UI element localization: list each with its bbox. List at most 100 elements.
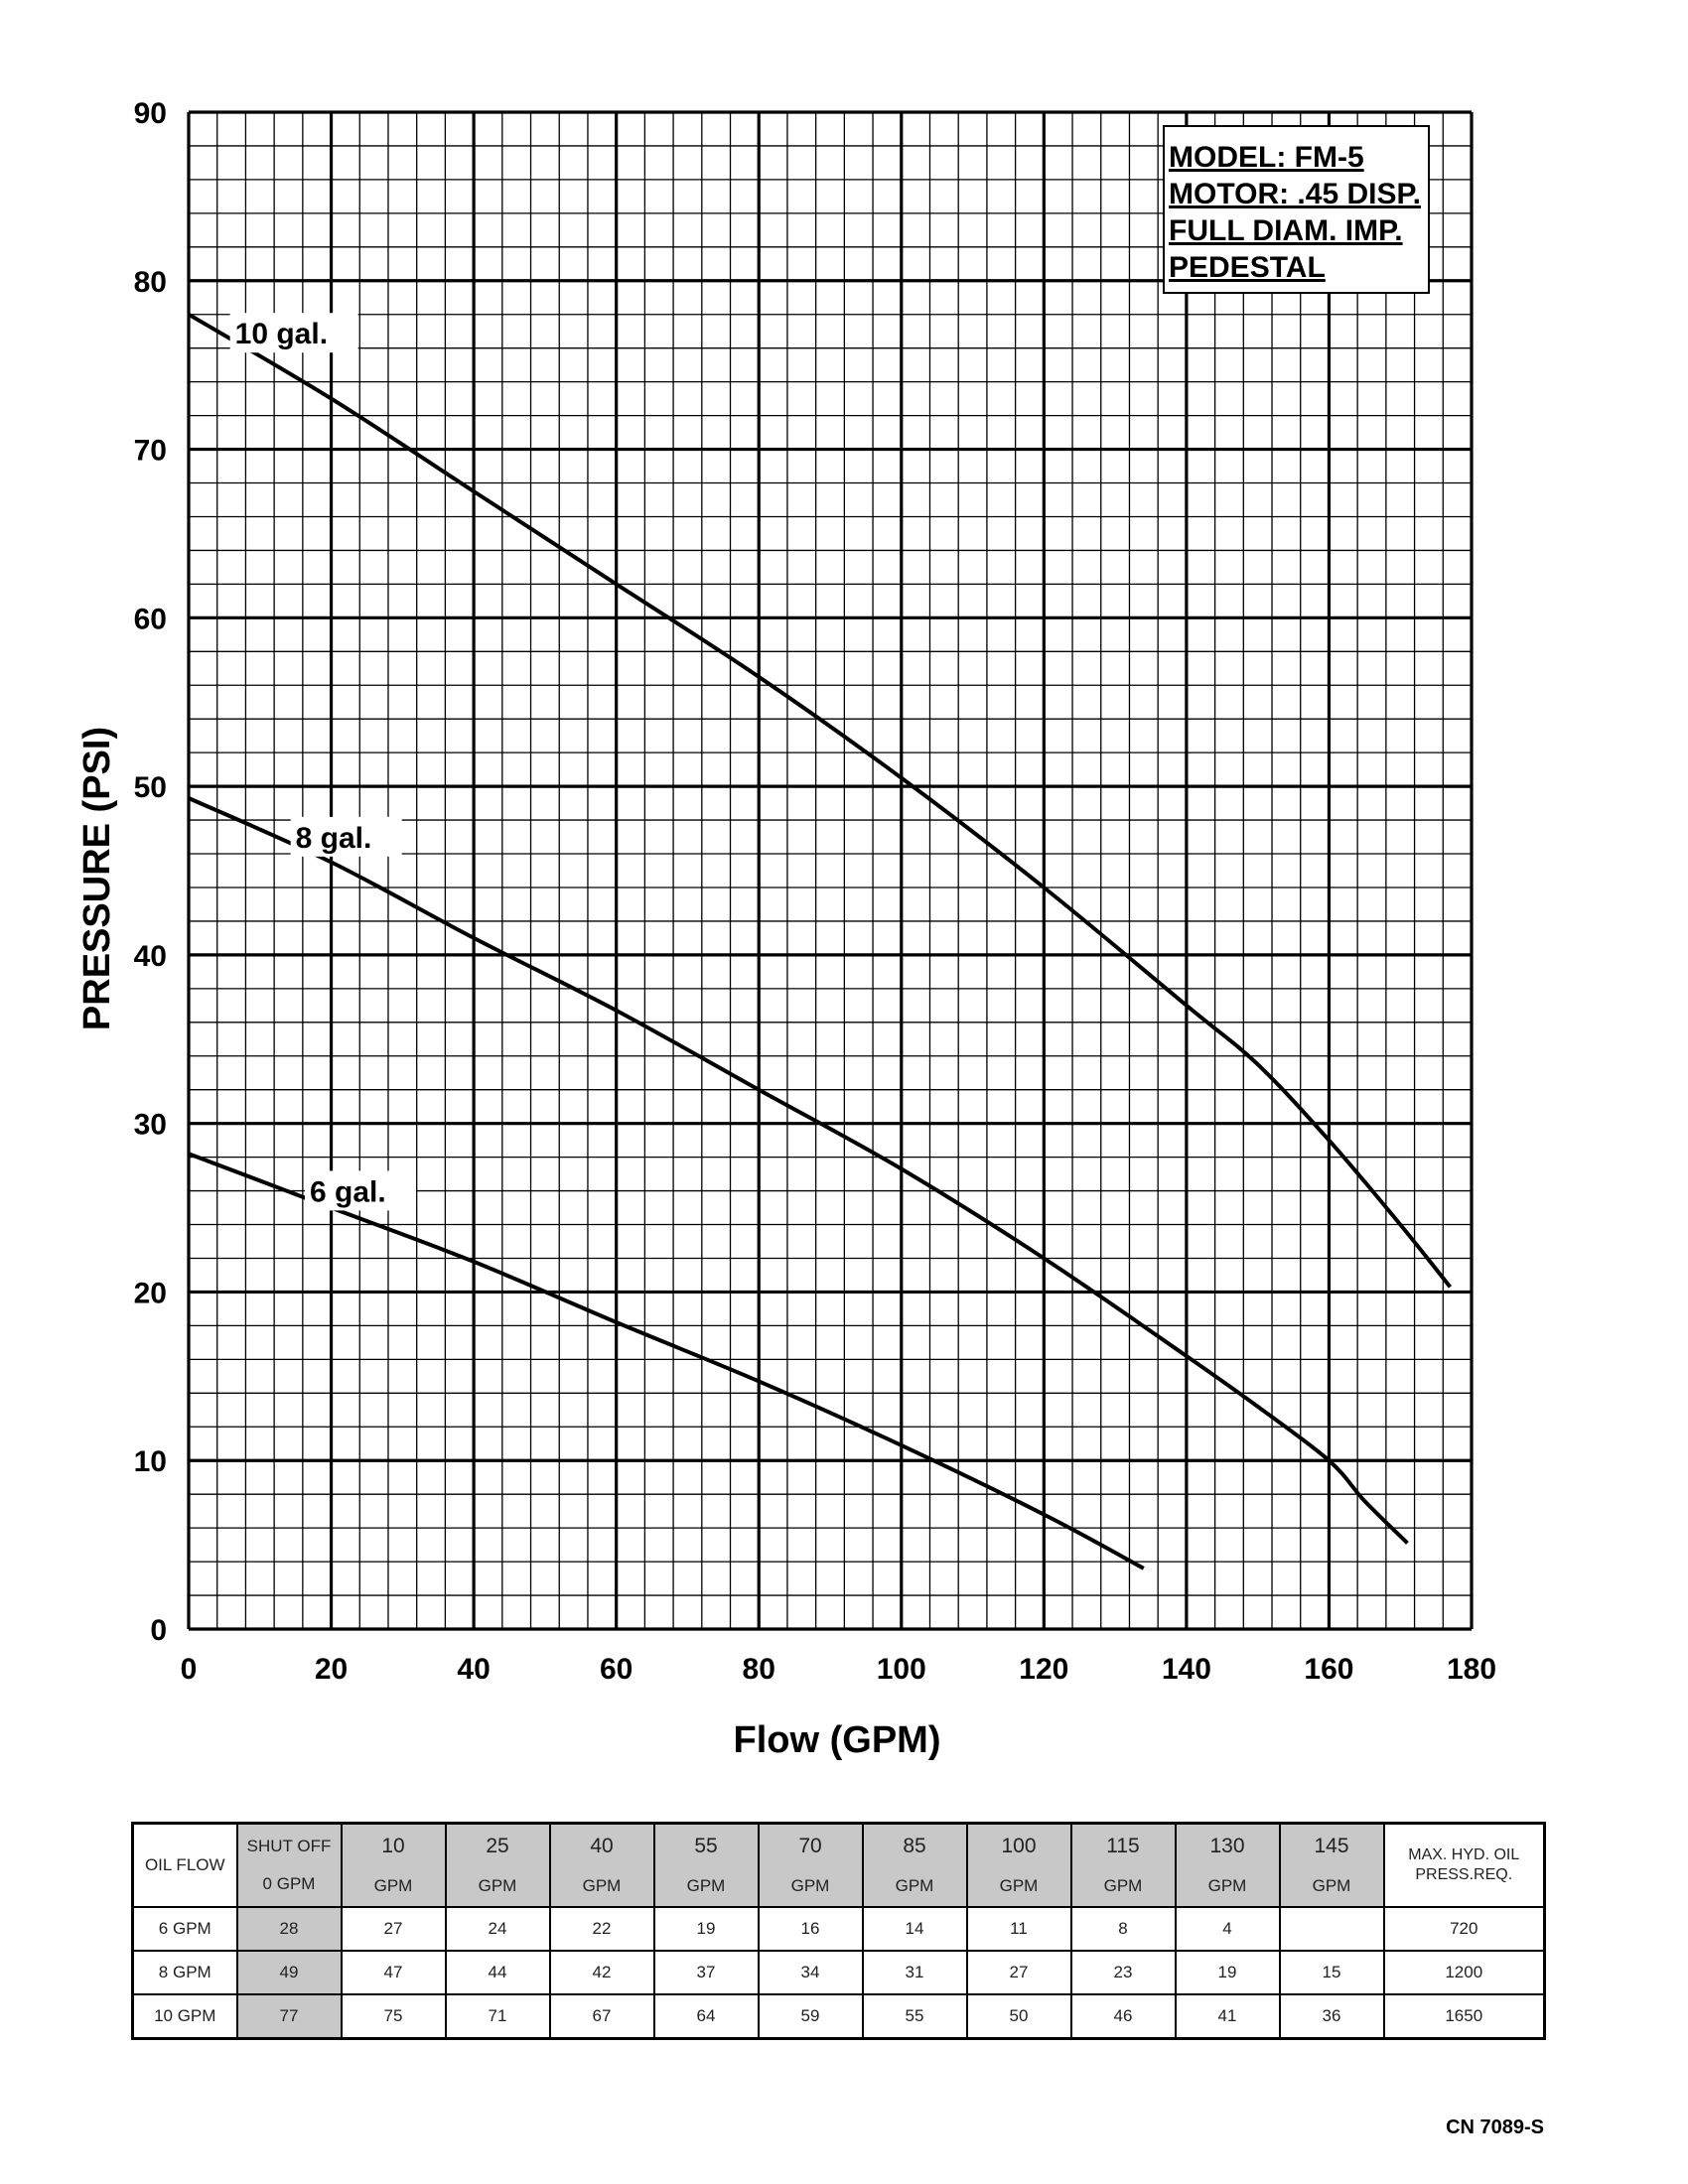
pressure-value: 22: [548, 1905, 655, 1952]
y-tick-label: 60: [134, 603, 167, 635]
pressure-value: 24: [444, 1905, 551, 1952]
pressure-value: 37: [652, 1949, 760, 1995]
series-line: [187, 312, 1453, 1289]
pressure-value: 67: [548, 1992, 655, 2039]
table-header-row: OIL FLOW SHUT OFF 0 GPM 10 GPM 25 GPM 40 GP…: [131, 1822, 1546, 1908]
flow-header: 100 GPM: [965, 1822, 1072, 1908]
flow-header-unit: GPM: [478, 1875, 517, 1895]
x-tick-label: 100: [877, 1653, 926, 1686]
performance-curves: [187, 312, 1453, 1570]
x-axis-ticks: 0 20 40 60 80 100 120 140 160 180: [181, 1653, 1496, 1686]
flow-header: 70 GPM: [757, 1822, 864, 1908]
y-axis-title: PRESSURE (PSI): [76, 727, 118, 1030]
pressure-value: 75: [340, 1992, 447, 2039]
flow-header-value: 145: [1314, 1834, 1349, 1857]
flow-header: 10 GPM: [340, 1822, 447, 1908]
flow-header-value: 55: [694, 1834, 718, 1857]
max-pressure-value: 1650: [1382, 1992, 1546, 2039]
pressure-value: 59: [757, 1992, 864, 2039]
pressure-value: 15: [1278, 1949, 1385, 1995]
flow-header-unit: GPM: [895, 1875, 934, 1895]
max-pressure-label-2: PRESS.REQ.: [1415, 1865, 1513, 1883]
row-label: 10 GPM: [131, 1992, 238, 2039]
pressure-value: 27: [965, 1949, 1072, 1995]
x-tick-label: 40: [457, 1653, 490, 1686]
curve-labels: 10 gal. 8 gal. 6 gal.: [229, 313, 417, 1211]
pressure-value: 64: [652, 1992, 760, 2039]
pressure-value: 31: [861, 1949, 968, 1995]
y-tick-label: 10: [134, 1445, 167, 1478]
pressure-value: 19: [1174, 1949, 1281, 1995]
pressure-value: 16: [757, 1905, 864, 1952]
pressure-value: 71: [444, 1992, 551, 2039]
shutoff-label: SHUT OFF: [246, 1836, 332, 1855]
flow-header-value: 70: [798, 1834, 822, 1857]
pressure-value: 34: [757, 1949, 864, 1995]
pressure-value: 46: [1069, 1992, 1177, 2039]
oil-flow-pressure-table: OIL FLOW SHUT OFF 0 GPM 10 GPM 25 GPM 40 GP…: [131, 1822, 1546, 2040]
mount-line: PEDESTAL: [1169, 251, 1326, 284]
table-row: 6 GPM 28 27 24 22 19 16 14 11 8 4 720: [131, 1905, 1546, 1952]
flow-header: 55 GPM: [652, 1822, 760, 1908]
flow-header: 115 GPM: [1069, 1822, 1177, 1908]
x-tick-label: 0: [181, 1653, 198, 1686]
series-label-background: [290, 816, 402, 857]
flow-header-unit: GPM: [1103, 1875, 1143, 1895]
pressure-value: 50: [965, 1992, 1072, 2039]
y-tick-label: 0: [150, 1614, 167, 1647]
flow-header-unit: GPM: [999, 1875, 1039, 1895]
shutoff-value: 49: [235, 1949, 343, 1995]
y-tick-label: 20: [134, 1277, 167, 1309]
x-tick-label: 180: [1447, 1653, 1496, 1686]
x-tick-label: 140: [1162, 1653, 1211, 1686]
series-label: 8 gal.: [296, 822, 372, 855]
flow-header: 85 GPM: [861, 1822, 968, 1908]
shutoff-value: 77: [235, 1992, 343, 2039]
flow-header-unit: GPM: [790, 1875, 830, 1895]
pressure-value: 27: [340, 1905, 447, 1952]
row-label: 6 GPM: [131, 1905, 238, 1952]
max-pressure-label-1: MAX. HYD. OIL: [1408, 1845, 1520, 1863]
pressure-value: 11: [965, 1905, 1072, 1952]
series-line: [188, 1152, 1145, 1570]
y-tick-label: 70: [134, 435, 167, 468]
motor-line: MOTOR: .45 DISP.: [1169, 178, 1421, 210]
y-tick-label: 30: [134, 1109, 167, 1142]
series-label-background: [229, 313, 358, 353]
x-tick-label: 80: [743, 1653, 775, 1686]
series-label: 6 gal.: [310, 1175, 386, 1208]
flow-header-value: 10: [381, 1834, 405, 1857]
flow-header-value: 100: [1001, 1834, 1037, 1857]
flow-header-value: 115: [1106, 1834, 1140, 1857]
shutoff-unit: 0 GPM: [262, 1873, 316, 1893]
x-tick-label: 160: [1304, 1653, 1353, 1686]
pressure-value: 23: [1069, 1949, 1177, 1995]
y-tick-label: 50: [134, 771, 167, 804]
max-pressure-value: 720: [1382, 1905, 1546, 1952]
max-pressure-value: 1200: [1382, 1949, 1546, 1995]
flow-header-unit: GPM: [686, 1875, 726, 1895]
oil-flow-header: OIL FLOW: [131, 1822, 238, 1908]
table-row: 10 GPM 77 75 71 67 64 59 55 50 46 41 36 1650: [131, 1992, 1546, 2039]
table-row: 8 GPM 49 47 44 42 37 34 31 27 23 19 15 1200: [131, 1949, 1546, 1995]
flow-header-value: 25: [486, 1834, 509, 1857]
flow-header-value: 40: [590, 1834, 614, 1857]
x-tick-label: 60: [600, 1653, 633, 1686]
x-tick-label: 120: [1019, 1653, 1068, 1686]
flow-header-unit: GPM: [1312, 1875, 1351, 1895]
pressure-value: 8: [1069, 1905, 1177, 1952]
flow-header-unit: GPM: [1207, 1875, 1247, 1895]
flow-header-unit: GPM: [373, 1875, 413, 1895]
flow-header-unit: GPM: [582, 1875, 622, 1895]
pressure-value: 55: [861, 1992, 968, 2039]
x-tick-label: 20: [315, 1653, 348, 1686]
max-pressure-header: MAX. HYD. OIL PRESS.REQ.: [1382, 1822, 1546, 1908]
flow-header-value: 130: [1209, 1834, 1245, 1857]
row-label: 8 GPM: [131, 1949, 238, 1995]
flow-header: 130 GPM: [1174, 1822, 1281, 1908]
y-tick-label: 80: [134, 266, 167, 299]
series-label-background: [305, 1170, 417, 1211]
impeller-line: FULL DIAM. IMP.: [1169, 214, 1403, 247]
pressure-value: 44: [444, 1949, 551, 1995]
